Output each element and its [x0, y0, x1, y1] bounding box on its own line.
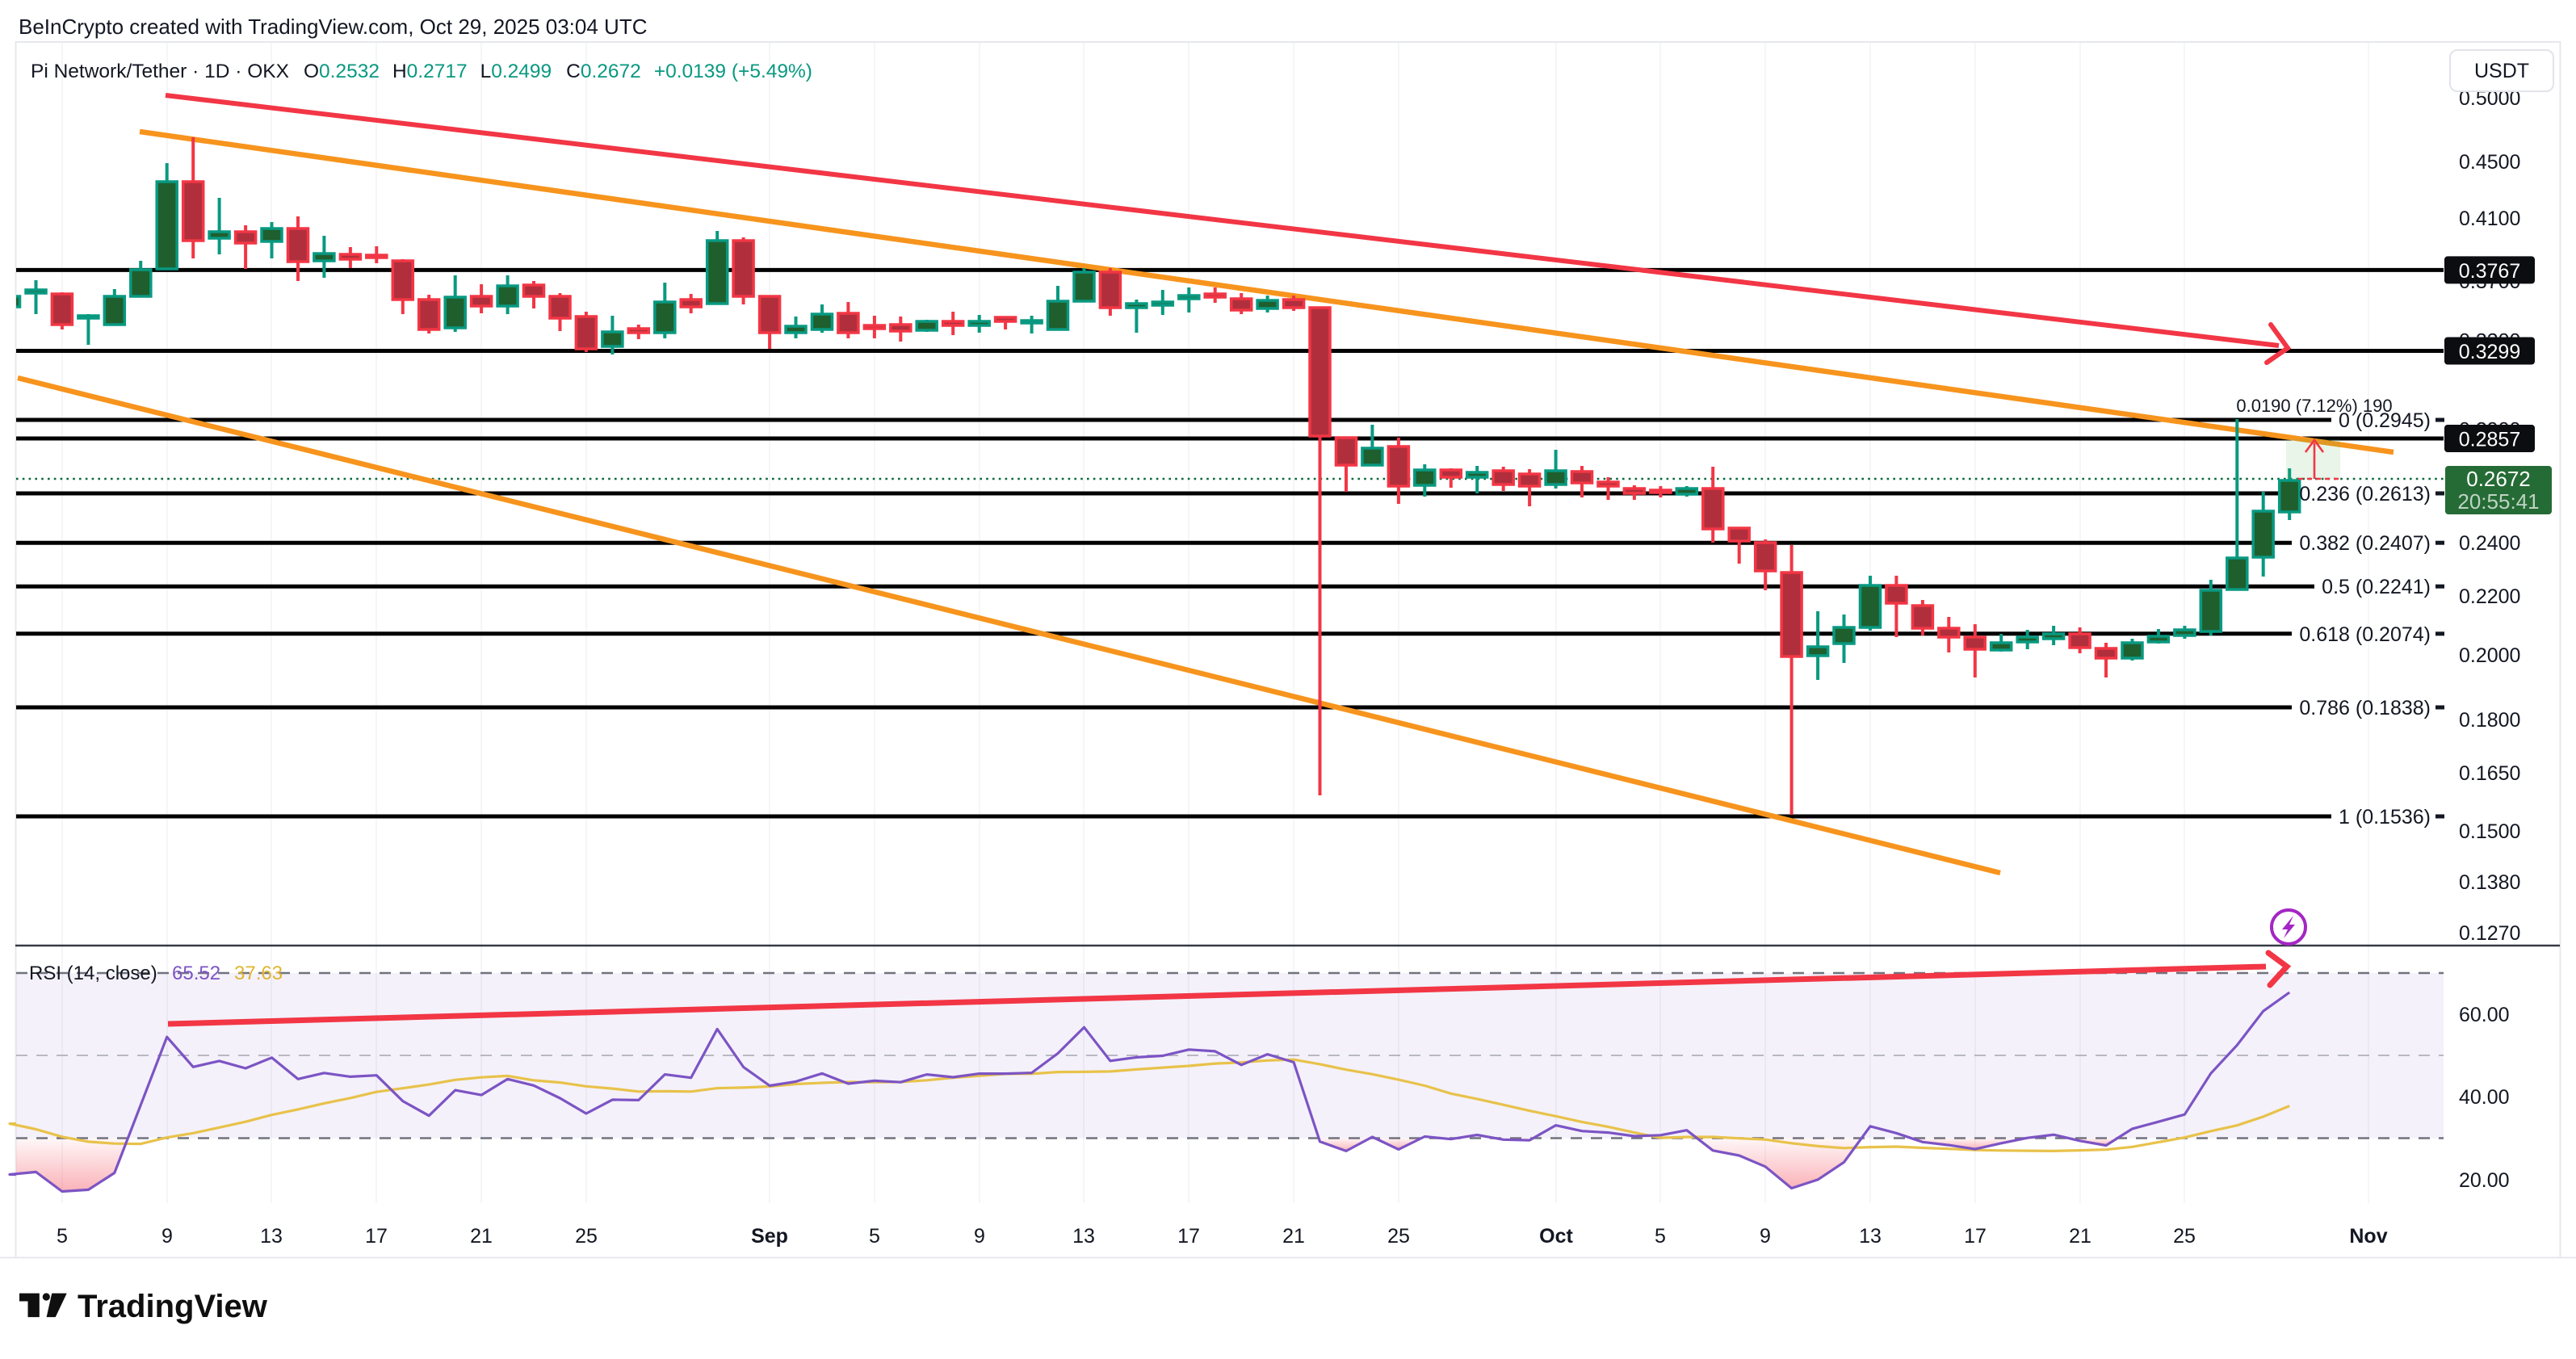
- svg-text:0.3767: 0.3767: [2459, 260, 2520, 283]
- svg-text:5: 5: [869, 1225, 880, 1248]
- svg-text:0.618 (0.2074): 0.618 (0.2074): [2299, 623, 2431, 646]
- svg-text:20.00: 20.00: [2459, 1169, 2510, 1192]
- svg-text:9: 9: [1760, 1225, 1771, 1248]
- svg-text:0.2000: 0.2000: [2459, 644, 2520, 667]
- svg-text:0.1270: 0.1270: [2459, 922, 2520, 945]
- svg-text:9: 9: [162, 1225, 173, 1248]
- svg-text:0.4500: 0.4500: [2459, 151, 2520, 174]
- svg-text:0.0190 (7.12%) 190: 0.0190 (7.12%) 190: [2236, 396, 2392, 416]
- svg-text:0.5 (0.2241): 0.5 (0.2241): [2322, 576, 2431, 598]
- svg-text:17: 17: [1964, 1225, 1987, 1248]
- svg-text:0 (0.2945): 0 (0.2945): [2339, 409, 2431, 432]
- svg-text:0.3299: 0.3299: [2459, 341, 2520, 363]
- svg-text:17: 17: [1177, 1225, 1200, 1248]
- svg-text:TradingView: TradingView: [78, 1289, 268, 1324]
- svg-text:0.1380: 0.1380: [2459, 871, 2520, 894]
- svg-text:40.00: 40.00: [2459, 1086, 2510, 1109]
- svg-text:BeInCrypto created with Tradin: BeInCrypto created with TradingView.com,…: [19, 15, 647, 39]
- svg-text:0.2857: 0.2857: [2459, 429, 2520, 451]
- svg-text:0.1800: 0.1800: [2459, 709, 2520, 732]
- svg-text:USDT: USDT: [2474, 60, 2529, 82]
- svg-text:1 (0.1536): 1 (0.1536): [2339, 806, 2431, 828]
- svg-text:25: 25: [2173, 1225, 2196, 1248]
- svg-text:0.1500: 0.1500: [2459, 820, 2520, 843]
- svg-text:65.52: 65.52: [172, 963, 220, 984]
- svg-text:0.2400: 0.2400: [2459, 532, 2520, 555]
- svg-text:RSI (14, close): RSI (14, close): [29, 963, 157, 984]
- svg-text:21: 21: [1282, 1225, 1305, 1248]
- svg-text:13: 13: [260, 1225, 283, 1248]
- svg-text:20:55:41: 20:55:41: [2457, 489, 2539, 514]
- svg-text:0.236 (0.2613): 0.236 (0.2613): [2299, 483, 2431, 505]
- svg-text:Oct: Oct: [1539, 1225, 1573, 1248]
- svg-text:21: 21: [470, 1225, 493, 1248]
- svg-text:0.382 (0.2407): 0.382 (0.2407): [2299, 532, 2431, 555]
- svg-text:21: 21: [2069, 1225, 2091, 1248]
- svg-text:0.2672: 0.2672: [2466, 467, 2531, 491]
- svg-text:60.00: 60.00: [2459, 1004, 2510, 1026]
- svg-text:0.2200: 0.2200: [2459, 585, 2520, 608]
- svg-text:25: 25: [575, 1225, 598, 1248]
- svg-text:Sep: Sep: [751, 1225, 788, 1248]
- svg-text:9: 9: [974, 1225, 985, 1248]
- svg-text:Nov: Nov: [2349, 1225, 2387, 1248]
- svg-text:37.63: 37.63: [234, 963, 283, 984]
- svg-text:25: 25: [1387, 1225, 1410, 1248]
- svg-text:0.4100: 0.4100: [2459, 208, 2520, 230]
- svg-text:5: 5: [57, 1225, 68, 1248]
- svg-text:13: 13: [1072, 1225, 1095, 1248]
- svg-text:0.786 (0.1838): 0.786 (0.1838): [2299, 697, 2431, 719]
- svg-text:0.1650: 0.1650: [2459, 762, 2520, 785]
- svg-text:5: 5: [1655, 1225, 1666, 1248]
- svg-text:17: 17: [365, 1225, 388, 1248]
- svg-text:13: 13: [1859, 1225, 1882, 1248]
